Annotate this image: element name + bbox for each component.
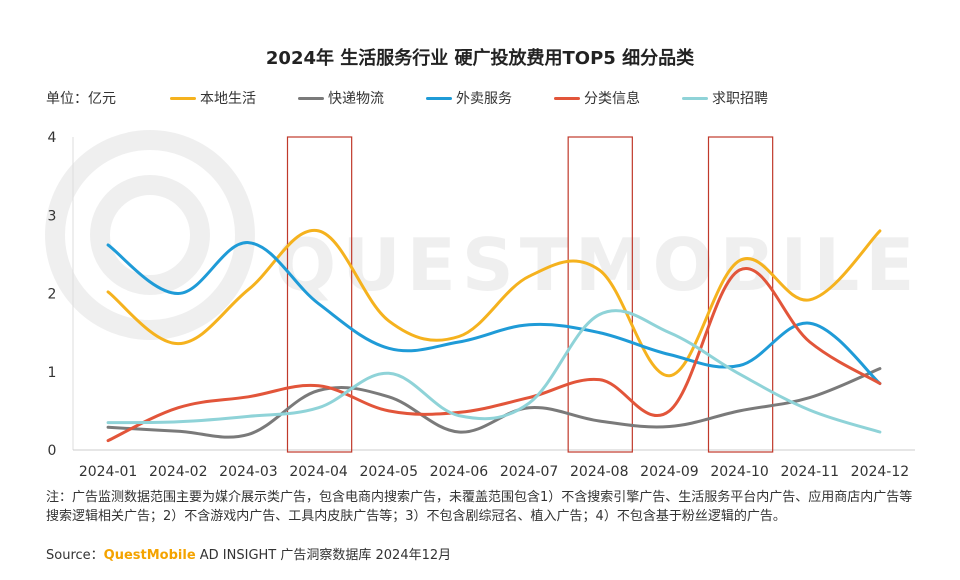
legend-item-求职招聘: 求职招聘 (682, 88, 768, 108)
legend-swatch-本地生活 (170, 96, 196, 100)
source-prefix: Source： (46, 548, 104, 563)
x-tick-label: 2024-01 (79, 464, 138, 480)
y-tick-label: 0 (48, 443, 57, 459)
source-suffix: AD INSIGHT 广告洞察数据库 2024年12月 (195, 548, 452, 563)
series-line-外卖服务 (106, 241, 882, 385)
x-tick-label: 2024-03 (219, 464, 278, 480)
x-tick-label: 2024-06 (430, 464, 489, 480)
x-tick-label: 2024-07 (500, 464, 559, 480)
legend: 本地生活 快递物流 外卖服务 分类信息 求职招聘 (170, 88, 810, 108)
svg-text:QUESTMOBILE: QUESTMOBILE (275, 223, 920, 307)
x-tick-label: 2024-02 (149, 464, 208, 480)
series-line-本地生活 (106, 229, 882, 378)
x-tick-label: 2024-05 (360, 464, 419, 480)
series-line-求职招聘 (106, 309, 882, 434)
legend-item-本地生活: 本地生活 (170, 88, 256, 108)
legend-label: 快递物流 (328, 91, 384, 107)
highlight-box-2024-10 (707, 136, 774, 453)
legend-swatch-外卖服务 (426, 96, 452, 100)
chart-title: 2024年 生活服务行业 硬广投放费用TOP5 细分品类 (265, 48, 695, 69)
legend-swatch-快递物流 (298, 96, 324, 100)
source-line: Source：QuestMobile AD INSIGHT 广告洞察数据库 20… (46, 544, 451, 563)
legend-label: 外卖服务 (456, 91, 512, 107)
source-brand: QuestMobile (103, 548, 196, 563)
series-lines (106, 229, 882, 443)
x-tick-label: 2024-11 (781, 464, 840, 480)
y-tick-labels: 0 1 2 3 4 (48, 130, 57, 459)
footnote: 注：广告监测数据范围主要为媒介展示类广告，包含电商内搜索广告，未覆盖范围包含1）… (46, 490, 913, 524)
legend-swatch-求职招聘 (682, 96, 708, 100)
legend-label: 本地生活 (200, 91, 256, 107)
y-tick-label: 3 (48, 208, 57, 224)
highlight-box-2024-08 (567, 136, 633, 453)
y-tick-label: 1 (48, 365, 57, 381)
legend-item-分类信息: 分类信息 (554, 88, 640, 108)
legend-label: 分类信息 (584, 91, 640, 107)
y-tick-label: 4 (48, 130, 57, 146)
x-tick-label: 2024-04 (289, 464, 348, 480)
series-line-快递物流 (106, 367, 882, 439)
legend-label: 求职招聘 (712, 91, 768, 107)
series-line-分类信息 (106, 266, 882, 443)
x-tick-labels: 2024-01 2024-02 2024-03 2024-04 2024-05 2024-… (79, 464, 909, 480)
questmobile-watermark: QUESTMOBILE (45, 130, 920, 340)
highlight-boxes (286, 136, 774, 453)
x-tick-label: 2024-10 (710, 464, 769, 480)
x-tick-label: 2024-12 (851, 464, 910, 480)
legend-item-快递物流: 快递物流 (298, 88, 384, 108)
highlight-box-2024-04 (286, 136, 353, 453)
legend-swatch-分类信息 (554, 96, 580, 100)
legend-item-外卖服务: 外卖服务 (426, 88, 512, 108)
y-tick-label: 2 (48, 287, 57, 303)
x-tick-label: 2024-09 (640, 464, 699, 480)
unit-label: 单位：亿元 (46, 91, 116, 107)
x-tick-label: 2024-08 (570, 464, 629, 480)
